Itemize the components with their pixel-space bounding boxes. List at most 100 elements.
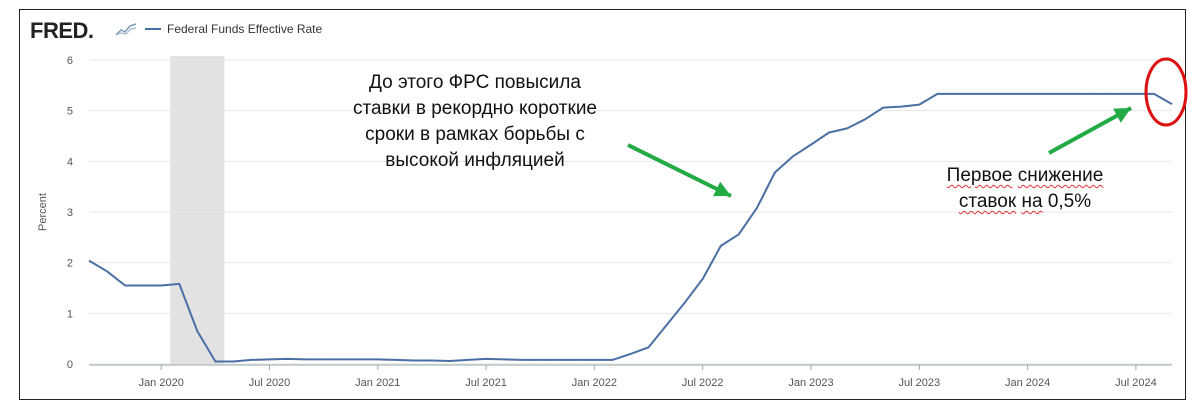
y-tick-label: 0 <box>67 359 73 371</box>
data-point <box>1044 93 1047 96</box>
data-point <box>521 359 524 362</box>
annotation-line: сроки в рамках борьбы с <box>365 124 585 145</box>
data-point <box>358 358 361 361</box>
data-point <box>683 301 686 304</box>
annotation-word: ставок <box>958 191 1017 212</box>
data-point <box>250 359 253 362</box>
annotation-line: высокой инфляцией <box>385 150 565 171</box>
legend: Federal Funds Effective Rate <box>145 22 322 36</box>
annotation-word: Первое <box>946 165 1013 186</box>
fred-chart-icon <box>115 23 137 36</box>
data-point <box>124 284 127 287</box>
data-point <box>340 358 343 361</box>
arrow-hikes <box>627 143 732 198</box>
x-tick-label: Jul 2024 <box>1115 377 1157 389</box>
x-tick-label: Jan 2024 <box>1005 377 1050 389</box>
data-point <box>503 358 506 361</box>
x-tick-label: Jul 2023 <box>899 377 941 389</box>
data-point <box>449 360 452 363</box>
data-point <box>900 105 903 108</box>
annotation-word: на <box>1021 191 1043 212</box>
data-point <box>629 353 632 356</box>
data-point <box>954 93 957 96</box>
data-point <box>1135 93 1138 96</box>
data-point <box>413 359 416 362</box>
data-point <box>864 118 867 121</box>
data-point <box>485 358 488 361</box>
data-point <box>322 358 325 361</box>
fred-logo[interactable]: FRED. <box>30 18 94 44</box>
data-point <box>972 93 975 96</box>
data-point <box>756 207 759 210</box>
data-point <box>106 270 109 273</box>
y-tick-label: 4 <box>67 156 73 168</box>
data-point <box>196 330 199 333</box>
data-point <box>719 245 722 248</box>
data-point <box>467 359 470 362</box>
data-point <box>611 359 614 362</box>
recession-band <box>170 56 225 364</box>
y-tick-label: 2 <box>67 258 73 270</box>
data-point <box>701 278 704 281</box>
data-point <box>647 346 650 349</box>
x-tick-label: Jul 2022 <box>682 377 724 389</box>
y-tick-label: 3 <box>67 207 73 219</box>
legend-label: Federal Funds Effective Rate <box>167 22 323 36</box>
annotation-word: снижение <box>1017 165 1104 186</box>
y-tick-label: 6 <box>67 55 73 67</box>
data-point <box>846 127 849 130</box>
fred-logo-text: FRED <box>30 18 88 43</box>
data-point <box>232 360 235 363</box>
y-axis-label: Percent <box>37 193 49 231</box>
data-point <box>394 359 397 362</box>
annotation-rate-hikes: До этого ФРС повысила ставки в рекордно … <box>305 70 645 174</box>
data-point <box>665 324 668 327</box>
data-point <box>431 359 434 362</box>
data-point <box>882 106 885 109</box>
data-point <box>828 131 831 134</box>
data-point <box>792 155 795 158</box>
arrow-hikes-head <box>713 181 731 197</box>
annotation-line: Первое снижение <box>905 163 1145 189</box>
data-point <box>1116 93 1119 96</box>
highlight-circle <box>1144 57 1188 127</box>
data-point <box>990 93 993 96</box>
x-tick-label: Jan 2021 <box>355 377 400 389</box>
data-point <box>268 358 271 361</box>
series-line <box>88 92 1173 363</box>
annotation-first-cut: Первое снижение ставок на 0,5% <box>905 163 1145 215</box>
arrow-first-cut-head <box>1113 108 1131 123</box>
data-point <box>178 283 181 286</box>
annotation-line: До этого ФРС повысила <box>369 72 581 93</box>
data-point <box>1171 103 1174 106</box>
fred-logo-dot: . <box>87 18 94 43</box>
data-point <box>918 103 921 106</box>
data-point <box>376 358 379 361</box>
data-point <box>810 143 813 146</box>
data-point <box>1008 93 1011 96</box>
data-point <box>1026 93 1029 96</box>
data-point <box>214 360 217 363</box>
data-point <box>539 359 542 362</box>
data-point <box>142 284 145 287</box>
data-point <box>160 284 163 287</box>
data-point <box>88 259 91 262</box>
x-tick-label: Jan 2023 <box>788 377 833 389</box>
data-point <box>286 358 289 361</box>
data-point <box>936 93 939 96</box>
x-tick-label: Jul 2020 <box>249 377 291 389</box>
annotation-line: ставки в рекордно короткие <box>352 98 597 119</box>
data-point <box>1062 93 1065 96</box>
x-tick-label: Jul 2021 <box>465 377 507 389</box>
data-point <box>1080 93 1083 96</box>
annotation-word: 0,5% <box>1047 191 1092 212</box>
data-point <box>1098 93 1101 96</box>
data-point <box>774 171 777 174</box>
data-point <box>304 358 307 361</box>
plot-area <box>89 56 1172 364</box>
x-tick-label: Jan 2020 <box>139 377 184 389</box>
x-tick-label: Jan 2022 <box>572 377 617 389</box>
data-point <box>575 359 578 362</box>
y-tick-label: 5 <box>67 106 73 118</box>
